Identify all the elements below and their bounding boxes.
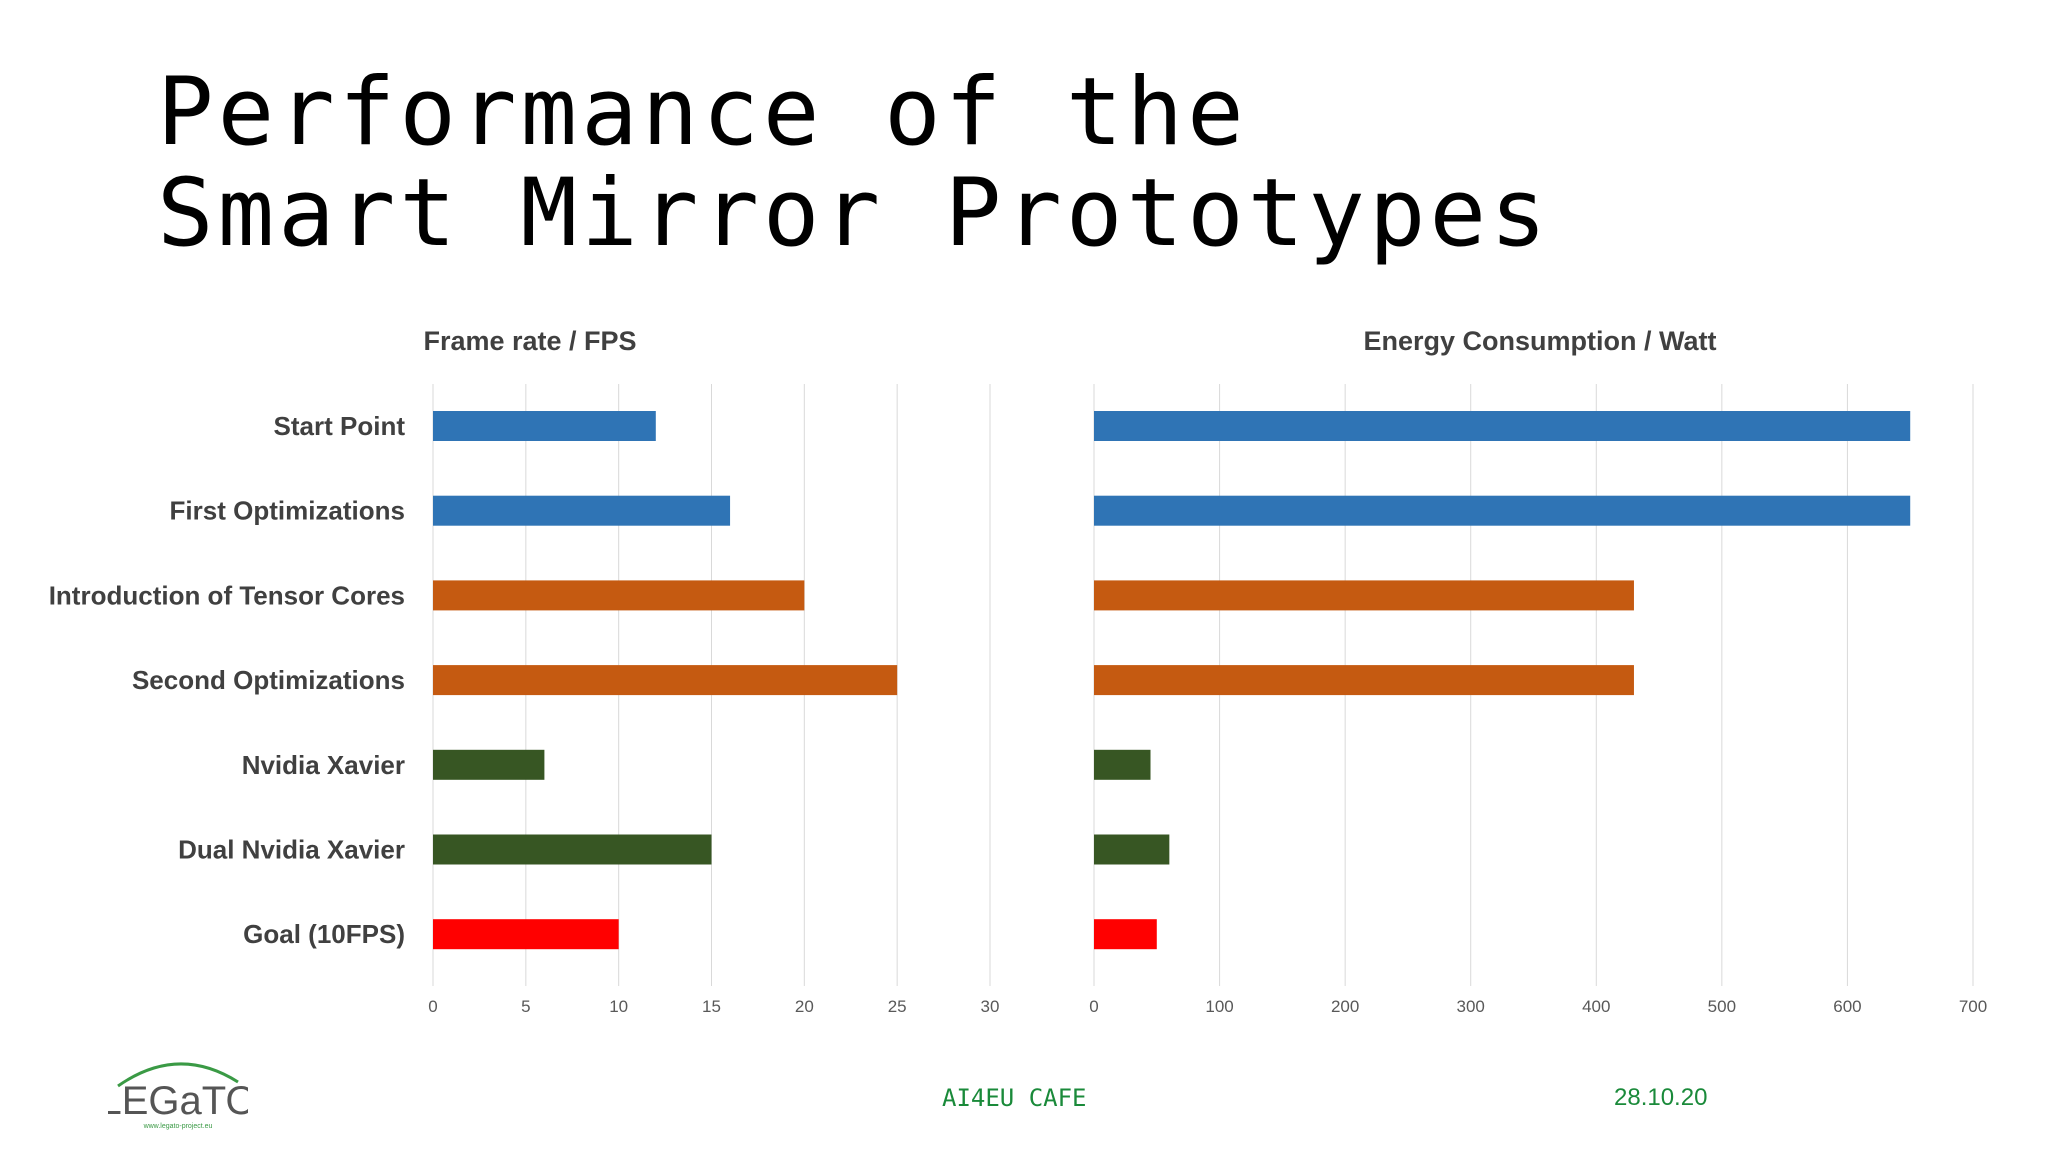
logo-text: LEGaTO	[108, 1079, 248, 1123]
bar-energy-3	[1094, 665, 1634, 696]
tick-label-fps-1: 5	[521, 997, 530, 1016]
tick-label-energy-5: 500	[1708, 997, 1736, 1016]
tick-label-energy-7: 700	[1959, 997, 1987, 1016]
bar-fps-3	[433, 665, 898, 696]
legato-logo: LEGaTO www.legato-project.eu	[108, 1062, 248, 1130]
tick-label-energy-0: 0	[1089, 997, 1098, 1016]
bar-energy-6	[1094, 919, 1157, 950]
bar-energy-0	[1094, 411, 1911, 441]
category-label-3: Second Optimizations	[132, 665, 405, 695]
bar-fps-1	[433, 495, 731, 526]
bar-fps-6	[433, 919, 619, 950]
tick-label-fps-4: 20	[795, 997, 814, 1016]
tick-label-energy-6: 600	[1833, 997, 1861, 1016]
category-label-1: First Optimizations	[170, 496, 405, 526]
tick-label-fps-3: 15	[702, 997, 721, 1016]
chart-title-fps: Frame rate / FPS	[423, 326, 636, 356]
tick-label-energy-3: 300	[1457, 997, 1485, 1016]
bar-fps-5	[433, 834, 712, 865]
category-label-0: Start Point	[274, 411, 406, 441]
bar-energy-2	[1094, 580, 1634, 611]
logo-url-text: www.legato-project.eu	[143, 1123, 213, 1130]
bar-energy-4	[1094, 749, 1151, 780]
bar-energy-5	[1094, 834, 1170, 865]
slide-title-line-2: Smart Mirror Prototypes	[157, 159, 1551, 268]
tick-label-energy-2: 200	[1331, 997, 1359, 1016]
footer-date: 28.10.20	[1614, 1084, 1708, 1111]
bar-fps-4	[433, 749, 545, 780]
tick-label-fps-5: 25	[888, 997, 907, 1016]
slide-title: Performance of the Smart Mirror Prototyp…	[157, 62, 1551, 264]
bar-energy-1	[1094, 495, 1911, 526]
bar-fps-2	[433, 580, 805, 611]
tick-label-fps-0: 0	[428, 997, 437, 1016]
logo-arc-icon	[117, 1062, 239, 1088]
chart-title-energy: Energy Consumption / Watt	[1364, 326, 1717, 356]
chart-area: 0 5 10 15 20 25 30 Frame rate / FPS Start Point F…	[49, 326, 1987, 1016]
footer-event: AI4EU CAFE	[942, 1084, 1087, 1112]
tick-label-fps-2: 10	[609, 997, 628, 1016]
tick-label-fps-6: 30	[981, 997, 1000, 1016]
slide-title-line-1: Performance of the	[157, 58, 1248, 167]
category-label-6: Goal (10FPS)	[243, 919, 405, 949]
tick-label-energy-1: 100	[1205, 997, 1233, 1016]
category-label-2: Introduction of Tensor Cores	[49, 580, 405, 610]
tick-label-energy-4: 400	[1582, 997, 1610, 1016]
bar-fps-0	[433, 411, 656, 441]
category-label-5: Dual Nvidia Xavier	[178, 835, 405, 865]
category-label-4: Nvidia Xavier	[242, 750, 405, 780]
